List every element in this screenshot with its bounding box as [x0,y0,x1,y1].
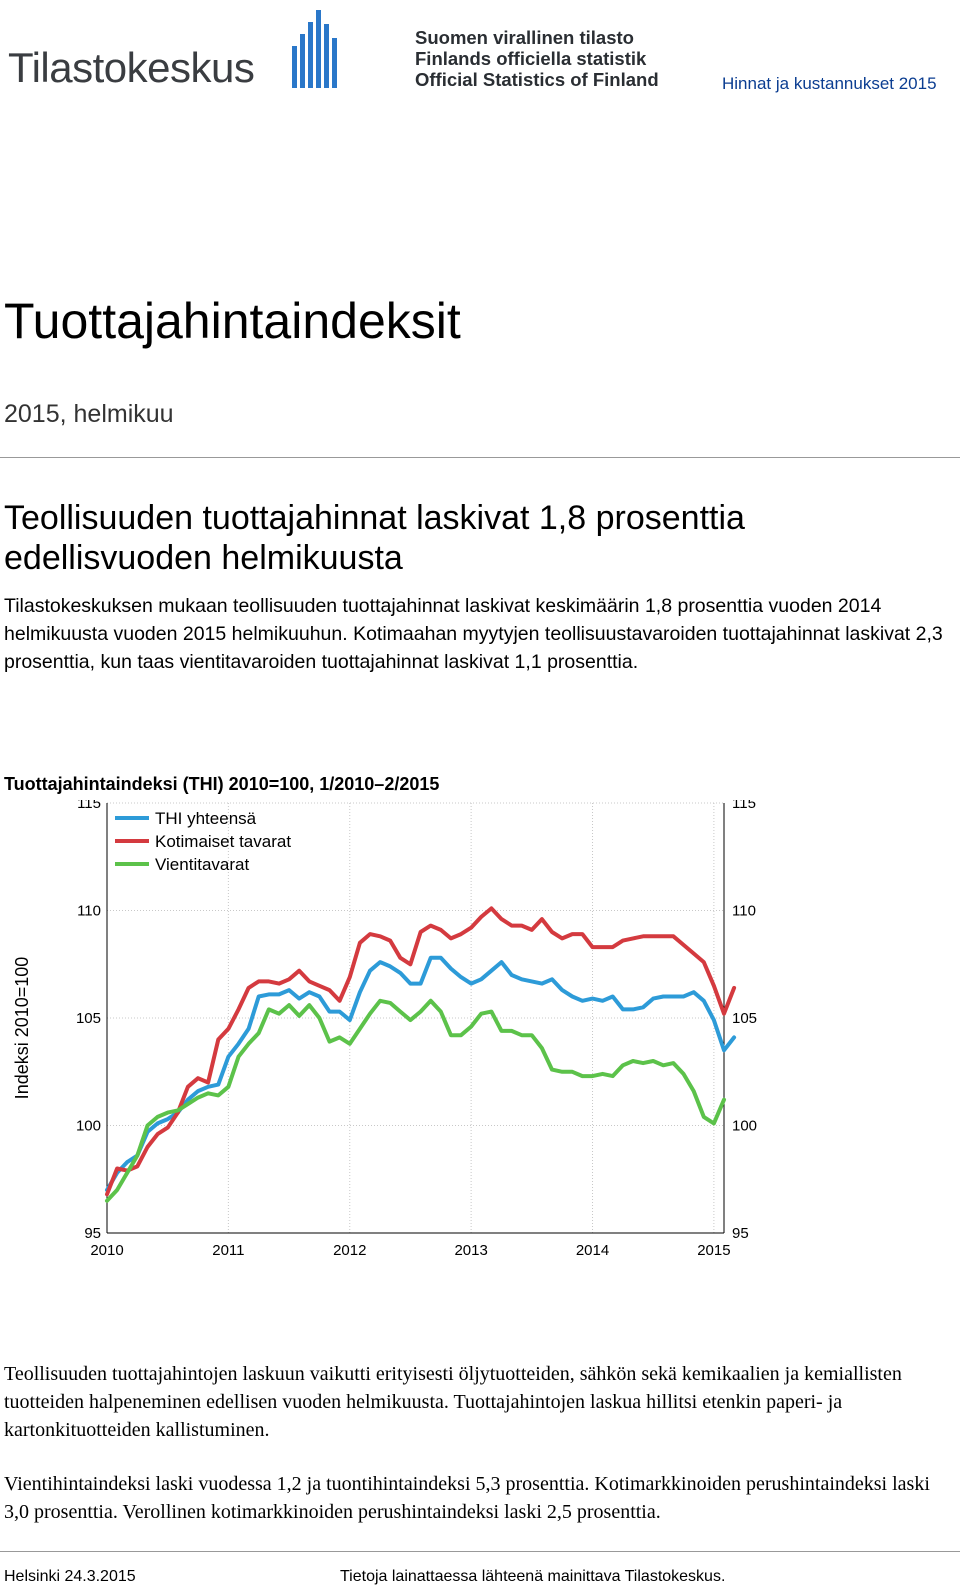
body-paragraph-2: Vientihintaindeksi laski vuodessa 1,2 ja… [4,1473,930,1523]
y-tick-label-right: 105 [732,1010,757,1027]
y-tick-label-right: 95 [732,1225,749,1242]
logo-bars-icon [292,10,337,88]
x-tick-label: 2011 [212,1242,244,1259]
official-statistics-line-sv: Finlands officiella statistik [415,48,647,69]
y-tick-label-left: 105 [76,1010,101,1027]
divider [0,457,960,458]
y-tick-label-right: 110 [732,903,756,920]
footer-date: Helsinki 24.3.2015 [4,1568,136,1585]
y-tick-label-right: 115 [732,800,756,812]
series-line-3 [105,998,726,1203]
y-axis-label: Indeksi 2010=100 [12,957,32,1100]
y-tick-label-left: 100 [76,1118,101,1135]
x-tick-label: 2015 [697,1242,730,1259]
logo-wordmark: Tilastokeskus [8,44,255,91]
legend-label: THI yhteensä [155,809,257,828]
y-tick-label-right: 100 [732,1118,757,1135]
x-tick-label: 2012 [333,1242,366,1259]
series-line-2 [105,906,737,1197]
x-tick-label: 2010 [90,1242,123,1259]
lead-paragraph: Tilastokeskuksen mukaan teollisuuden tuo… [4,595,943,673]
page-subtitle: 2015, helmikuu [4,400,174,428]
series [105,906,737,1203]
footer-citation: Tietoja lainattaessa lähteenä mainittava… [340,1568,726,1585]
legend: THI yhteensä Kotimaiset tavarat Vientitava… [115,809,291,874]
official-statistics-line-en: Official Statistics of Finland [415,69,659,90]
axes: 95 95 100 100 105 105 110 110 115 115 2010 2011 2012… [12,800,757,1259]
x-tick-label: 2014 [576,1242,609,1259]
y-tick-label-left: 95 [84,1225,101,1242]
y-tick-label-left: 110 [77,903,101,920]
y-tick-label-left: 115 [77,800,101,812]
series-line-1 [105,955,737,1192]
page-title: Tuottajahintaindeksit [4,293,461,349]
chart-title: Tuottajahintaindeksi (THI) 2010=100, 1/2… [4,774,440,794]
line-chart: 95 95 100 100 105 105 110 110 115 115 2010 2011 2012… [12,800,757,1259]
official-statistics-line-fi: Suomen virallinen tilasto [415,27,634,48]
series-name: Hinnat ja kustannukset 2015 [722,74,937,93]
body-paragraph-1: Teollisuuden tuottajahintojen laskuun va… [4,1363,902,1441]
divider [0,1551,960,1552]
legend-label: Kotimaiset tavarat [155,832,291,851]
headline: Teollisuuden tuottajahinnat laskivat 1,8… [4,499,745,577]
legend-label: Vientitavarat [155,855,249,874]
x-tick-label: 2013 [454,1242,487,1259]
